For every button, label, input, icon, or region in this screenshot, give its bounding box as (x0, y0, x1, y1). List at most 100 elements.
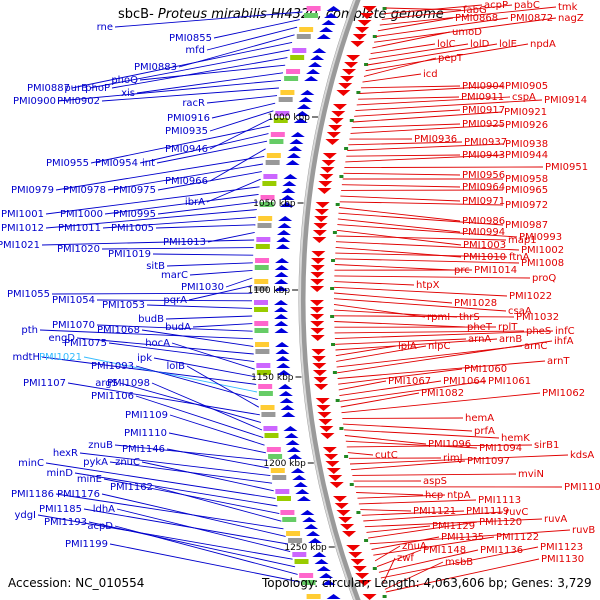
right-gene-label[interactable]: PMI1028 (454, 298, 497, 309)
right-gene-label[interactable]: PMI0986 (462, 216, 505, 227)
right-gene-label[interactable]: cutC (375, 450, 398, 461)
right-gene-label[interactable]: map1 (508, 235, 537, 246)
right-gene-label[interactable]: hemK (501, 433, 530, 444)
left-gene-label[interactable]: PMI1005 (111, 223, 154, 234)
right-gene-label[interactable]: sirB1 (534, 440, 559, 451)
right-gene-label[interactable]: csaA (508, 306, 532, 317)
right-gene-label[interactable]: rplT (498, 322, 518, 333)
left-gene-label[interactable]: phoP (85, 83, 110, 94)
right-gene-label[interactable]: kdsA (570, 450, 594, 461)
right-gene-label[interactable]: PMI0944 (505, 150, 548, 161)
left-gene-label[interactable]: pykA (83, 457, 108, 468)
left-gene-label[interactable]: PMI1075 (64, 338, 107, 349)
left-gene-label[interactable]: PMI1186 (11, 489, 54, 500)
left-gene-label[interactable]: acpD (87, 521, 113, 532)
left-gene-label[interactable]: PMI0887 (27, 83, 70, 94)
right-gene-label[interactable]: PMI1008 (521, 258, 564, 269)
left-gene-label[interactable]: sitB (146, 261, 165, 272)
right-gene-label[interactable]: lolC (437, 39, 456, 50)
right-gene-label[interactable]: PMI1010 (463, 252, 506, 263)
left-gene-label[interactable]: PMI0978 (63, 185, 106, 196)
left-gene-label[interactable]: marC (161, 270, 188, 281)
right-gene-label[interactable]: arnA (468, 334, 491, 345)
right-gene-label[interactable]: ruvA (544, 514, 567, 525)
right-gene-label[interactable]: proQ (532, 273, 556, 284)
right-gene-label[interactable]: PMI0917 (462, 105, 505, 116)
right-gene-label[interactable]: npdA (530, 39, 556, 50)
right-gene-label[interactable]: PMI1148 (423, 545, 466, 556)
right-gene-label[interactable]: lolE (499, 39, 517, 50)
left-gene-label[interactable]: engD (48, 333, 75, 344)
right-gene-label[interactable]: aspS (423, 476, 447, 487)
left-gene-label[interactable]: PMI1011 (58, 223, 101, 234)
left-gene-label[interactable]: PMI1110 (124, 428, 167, 439)
left-gene-label[interactable]: hexR (53, 448, 78, 459)
left-gene-label[interactable]: PMI1000 (60, 209, 103, 220)
right-gene-label[interactable]: ftnA (509, 252, 530, 263)
right-gene-label[interactable]: PMI1064 (443, 376, 486, 387)
right-gene-label[interactable]: PMI0965 (505, 185, 548, 196)
left-gene-label[interactable]: PMI0946 (165, 144, 208, 155)
right-gene-label[interactable]: PMI0971 (462, 196, 505, 207)
right-gene-label[interactable]: PMI0994 (462, 227, 505, 238)
left-gene-label[interactable]: PMI1107 (23, 378, 66, 389)
left-gene-label[interactable]: PMI1109 (125, 410, 168, 421)
right-gene-label[interactable]: PMI0872 (510, 13, 553, 24)
right-gene-label[interactable]: msbB (445, 557, 473, 568)
left-gene-label[interactable]: minC (18, 458, 44, 469)
right-gene-label[interactable]: PMI1121 (413, 506, 456, 517)
left-gene-label[interactable]: PMI0975 (113, 185, 156, 196)
right-gene-label[interactable]: PMI1119 (466, 506, 509, 517)
left-gene-label[interactable]: PMI1053 (102, 300, 145, 311)
right-gene-label[interactable]: PMI1102 (564, 482, 600, 493)
right-gene-label[interactable]: PMI0904 (462, 81, 505, 92)
right-gene-label[interactable]: zwf (397, 553, 414, 564)
right-gene-label[interactable]: PMI1136 (480, 545, 523, 556)
right-gene-label[interactable]: icd (423, 69, 438, 80)
right-gene-label[interactable]: PMI0956 (462, 170, 505, 181)
right-gene-label[interactable]: lolD (470, 39, 490, 50)
right-gene-label[interactable]: pabC (514, 0, 540, 11)
left-gene-label[interactable]: PMI1162 (110, 482, 153, 493)
right-gene-label[interactable]: znuA (402, 541, 427, 552)
right-gene-label[interactable]: PMI0868 (455, 13, 498, 24)
left-gene-label[interactable]: PMI0979 (11, 185, 54, 196)
left-gene-label[interactable]: minE (77, 474, 102, 485)
left-gene-label[interactable]: purB (64, 83, 88, 94)
right-gene-label[interactable]: cspA (512, 92, 536, 103)
left-gene-label[interactable]: int (142, 158, 155, 169)
right-gene-label[interactable]: prfA (474, 426, 495, 437)
left-gene-label[interactable]: PMI0954 (95, 158, 138, 169)
left-gene-label[interactable]: znuB (88, 440, 113, 451)
right-gene-label[interactable]: arnC (524, 341, 547, 352)
left-gene-label[interactable]: ipk (137, 353, 152, 364)
right-gene-label[interactable]: PMI1067 (388, 376, 431, 387)
left-gene-label[interactable]: PMI1093 (91, 361, 134, 372)
right-gene-label[interactable]: PMI1082 (421, 388, 464, 399)
left-gene-label[interactable]: argS (95, 378, 118, 389)
left-gene-label[interactable]: ydgI (14, 510, 36, 521)
left-gene-label[interactable]: PMI1070 (52, 320, 95, 331)
right-gene-label[interactable]: PMI0951 (545, 162, 588, 173)
right-gene-label[interactable]: PMI0914 (544, 95, 587, 106)
left-gene-label[interactable]: PMI0916 (167, 113, 210, 124)
left-gene-label[interactable]: PMI1055 (7, 289, 50, 300)
right-gene-label[interactable]: rimJ (443, 453, 463, 464)
right-gene-label[interactable]: ntpA (447, 490, 471, 501)
right-gene-label[interactable]: PMI0938 (505, 139, 548, 150)
left-gene-label[interactable]: PMI1012 (1, 223, 44, 234)
left-gene-label[interactable]: PMI1185 (39, 504, 82, 515)
right-gene-label[interactable]: fabG (463, 5, 487, 16)
left-gene-label[interactable]: lolB (166, 361, 185, 372)
left-gene-label[interactable]: phoQ (111, 75, 138, 86)
left-gene-label[interactable]: PMI1021 (39, 352, 82, 363)
left-gene-label[interactable]: rne (97, 22, 113, 33)
left-gene-label[interactable]: PMI1098 (107, 378, 150, 389)
right-gene-label[interactable]: PMI1061 (488, 376, 531, 387)
right-gene-label[interactable]: ruvB (572, 525, 595, 536)
right-gene-label[interactable]: PMI1003 (463, 240, 506, 251)
left-gene-label[interactable]: PMI1054 (52, 295, 95, 306)
right-gene-label[interactable]: nlpC (428, 341, 450, 352)
left-gene-label[interactable]: PMI1199 (65, 539, 108, 550)
right-gene-label[interactable]: mviN (518, 469, 544, 480)
